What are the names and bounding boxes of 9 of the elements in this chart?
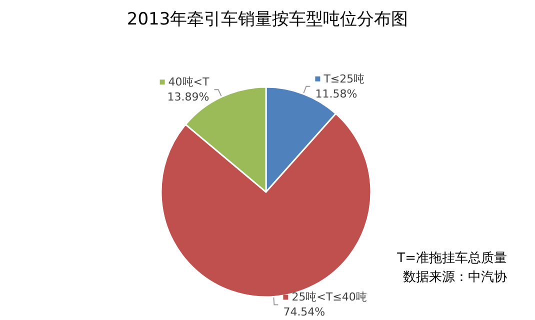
data-label: 13.89% <box>167 90 210 104</box>
legend-label: T≤25吨 <box>320 72 365 86</box>
legend-label: 40吨<T <box>164 76 210 89</box>
text: T=准拖挂车总质量 <box>396 251 508 266</box>
source-note: 数据来源：中汽协 <box>403 270 507 285</box>
legend-label: 25吨<T≤40吨 <box>288 290 367 304</box>
data-label: 11.58% <box>315 87 358 100</box>
chart-title: 2013年牵引车销量按车型吨位分布图 <box>126 10 408 30</box>
data-label: 74.54% <box>283 306 326 319</box>
